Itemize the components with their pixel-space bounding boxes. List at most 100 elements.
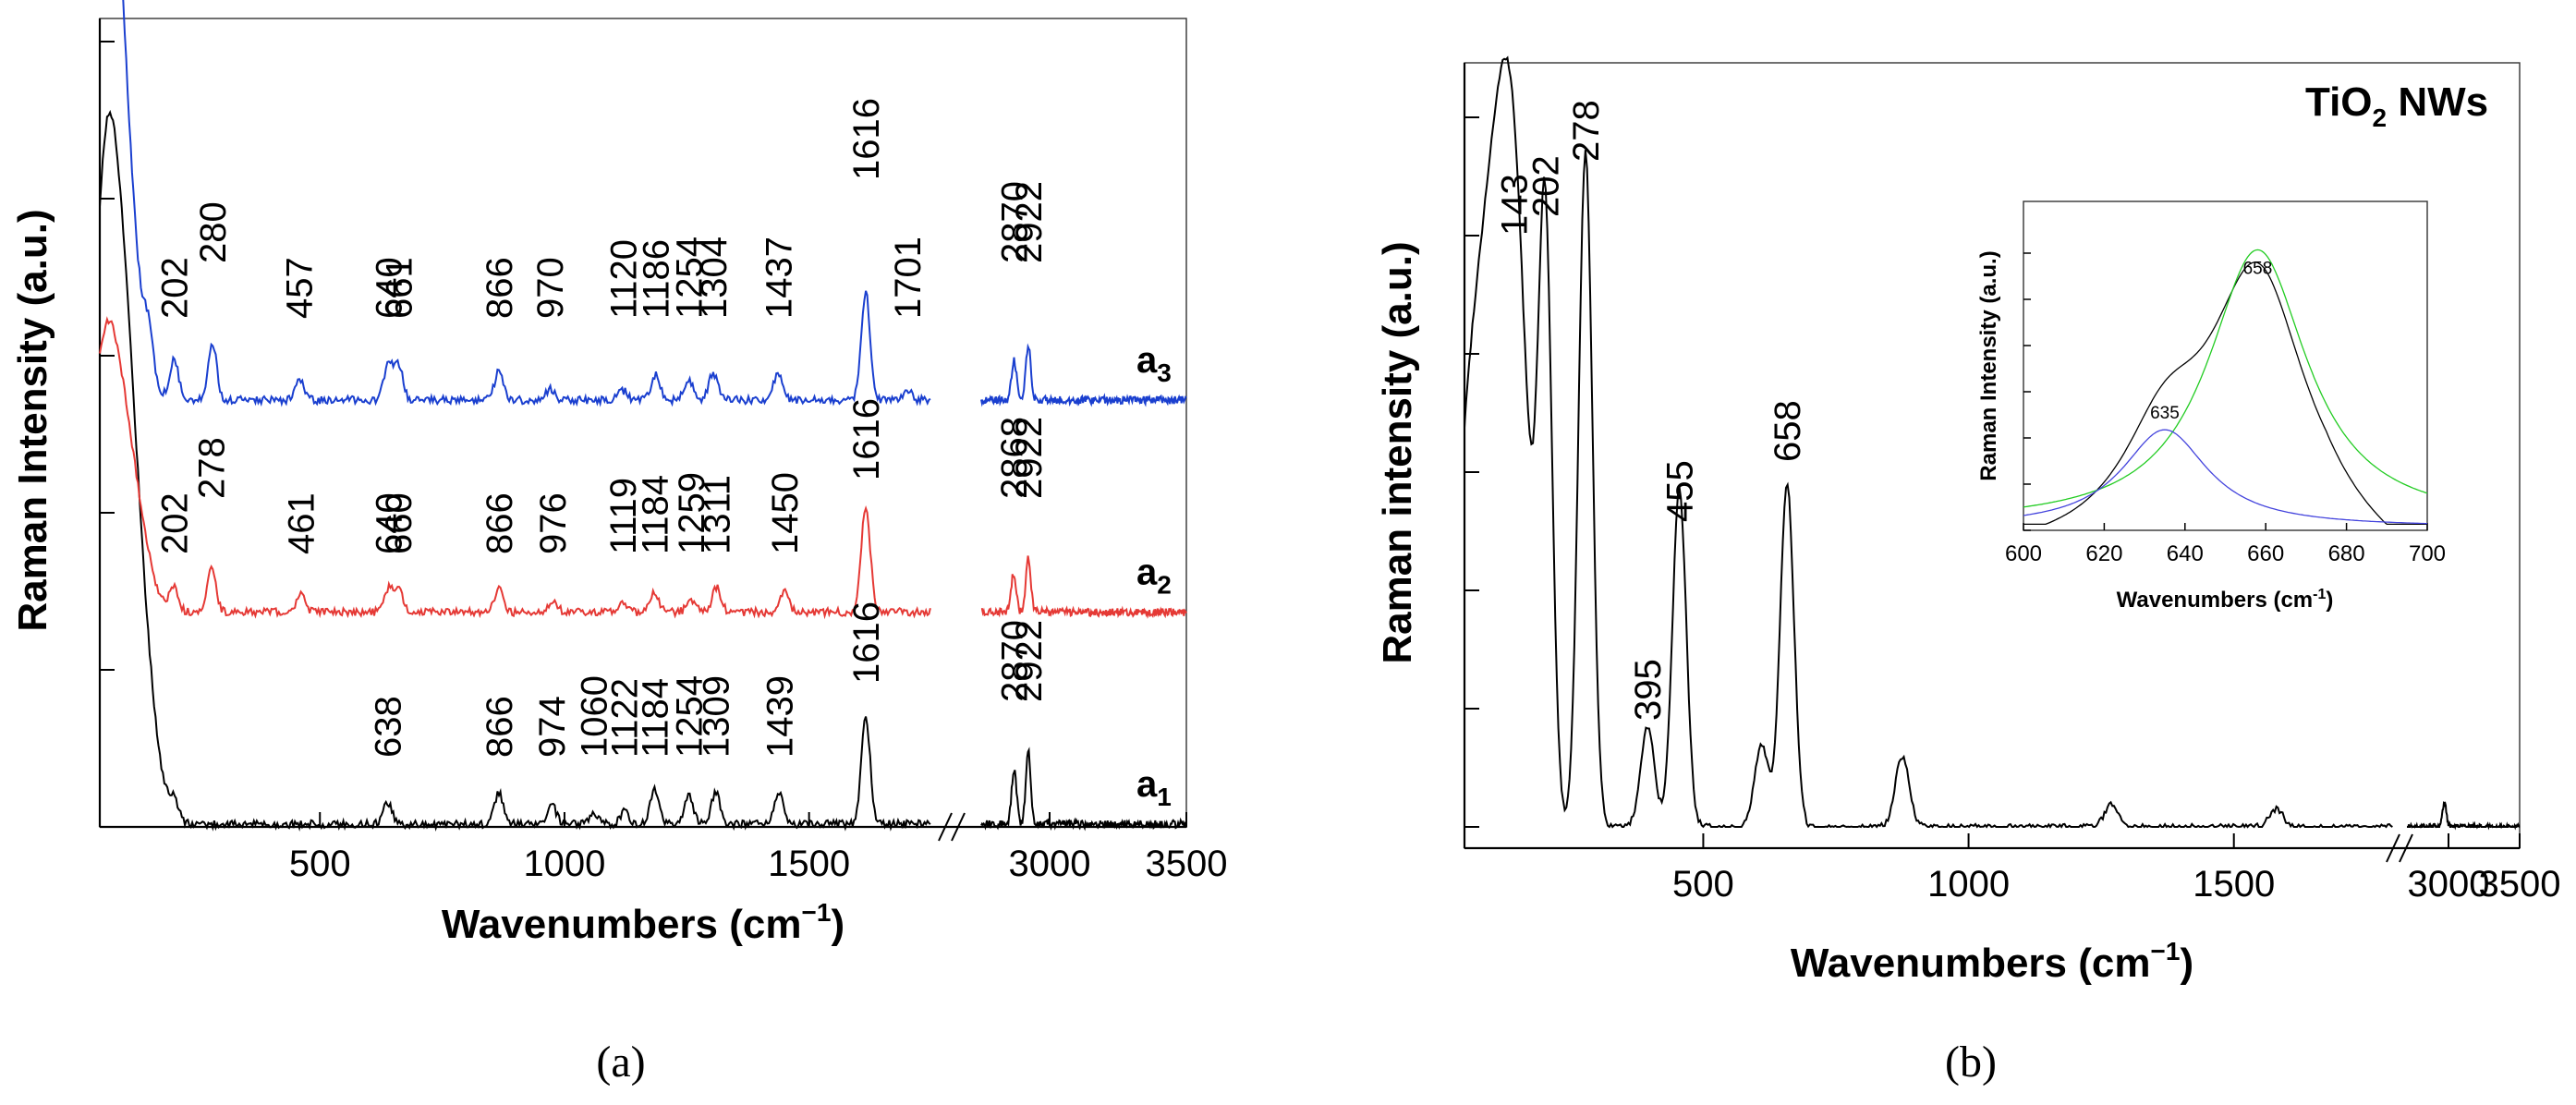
panel-a-peak-label: 1616 — [846, 98, 887, 180]
panel-b-peak-label: 395 — [1628, 659, 1669, 721]
panel-a-peak-label: 1060 — [575, 675, 615, 758]
panel-a-peak-label: 457 — [279, 257, 320, 319]
inset-x-tick-label: 660 — [2247, 541, 2284, 566]
panel-b-x-tick-label: 3000 — [2408, 864, 2490, 905]
panel-a-series-line-a1 — [980, 747, 1187, 832]
panel-a-peak-label: 1254 — [669, 237, 710, 319]
panel-a-peak-label: 866 — [480, 257, 520, 319]
inset-peak-label-658: 658 — [2243, 259, 2273, 278]
panel-a-series-label-a2: a2 — [1136, 552, 1172, 600]
panel-a-series: a1 a2 a3 — [99, 0, 1187, 832]
panel-b-peak-label: 143 — [1494, 174, 1535, 236]
panel-b-xlabel: Wavenumbers (cm−1) — [1791, 937, 2193, 986]
panel-a-peak-label: 1450 — [765, 472, 806, 554]
panel-a-peak-label: 1616 — [846, 398, 887, 480]
panel-a-x-tick-label: 500 — [289, 844, 351, 884]
panel-a-peak-label: 461 — [282, 492, 322, 554]
panel-a-peak-label: 1184 — [635, 678, 675, 758]
panel-a-series-line-a1 — [99, 109, 931, 832]
panel-a-peak-label: 866 — [480, 492, 520, 554]
panel-a-peak-label: 660 — [379, 492, 419, 554]
inset-x-tick-label: 680 — [2328, 541, 2365, 566]
panel-b-axis-break — [2386, 833, 2400, 863]
inset-fit-635-line — [2023, 429, 2427, 525]
panel-a-series-line-a3 — [980, 343, 1187, 407]
panel-b-peak-label: 202 — [1525, 155, 1566, 217]
inset-peak-label-635: 635 — [2150, 404, 2180, 423]
panel-a-peak-label: 2870 — [995, 620, 1036, 702]
panel-a-axis-break — [951, 812, 966, 842]
panel-b-peak-label: 658 — [1768, 400, 1808, 462]
panel-a-peak-label: 1184 — [635, 475, 675, 554]
panel-b-x-tick-label: 3500 — [2479, 864, 2561, 905]
inset-chart: 600 620 640 660 680 700 658 635 Wavenumbers (c… — [1976, 200, 2446, 613]
panel-a-caption: (a) — [596, 1038, 645, 1087]
panel-a-axis-break — [938, 812, 953, 842]
panel-a-series-label-a3: a3 — [1136, 340, 1172, 387]
inset-ylabel: Raman Intensity (a.u.) — [1976, 250, 2001, 480]
panel-a-ticks: 500 1000 1500 3000 3500 — [100, 41, 1228, 884]
panel-a-peak-label: 974 — [532, 696, 573, 758]
panel-a-peak-label: 1311 — [698, 475, 738, 554]
inset-xlabel: Wavenumbers (cm-1) — [2117, 587, 2334, 613]
panel-a-peak-label: 640 — [369, 257, 409, 319]
panel-a-peak-label: 638 — [368, 696, 408, 758]
panel-a-peak-label: 1439 — [759, 675, 800, 758]
panel-a-peak-label: 2870 — [995, 181, 1036, 263]
panel-a-series-label-a1: a1 — [1136, 764, 1172, 811]
panel-a-peak-label: 2868 — [994, 417, 1035, 499]
panel-b-x-tick-label: 1500 — [2193, 864, 2275, 905]
panel-a-peak-label: 970 — [530, 257, 571, 319]
inset-x-tick-label: 640 — [2167, 541, 2204, 566]
panel-b-series — [1464, 55, 2521, 831]
panel-b-ylabel: Raman intensity (a.u.) — [1375, 241, 1420, 663]
panel-a-peak-label: 280 — [193, 201, 234, 263]
panel-a-x-tick-label: 1000 — [523, 844, 605, 884]
panel-b-peak-label: 455 — [1660, 460, 1701, 522]
panel-a-peak-label: 2922 — [1009, 181, 1050, 263]
panel-a-peak-label: 866 — [480, 696, 520, 758]
panel-a-peak-label: 640 — [369, 492, 409, 554]
panel-a-peak-label: 1119 — [603, 478, 644, 554]
panel-a-peak-label: 1120 — [603, 239, 644, 319]
panel-a-x-tick-label: 1500 — [768, 844, 850, 884]
panel-b-x-tick-label: 500 — [1672, 864, 1734, 905]
panel-a-peak-label: 1122 — [605, 678, 646, 758]
panel-a-ylabel: Raman Intensity (a.u.) — [10, 209, 55, 631]
inset-frame — [2023, 200, 2428, 531]
panel-a-chart: 500 1000 1500 3000 3500 a1 a2 a3 638 866 974 1060… — [10, 0, 1227, 1087]
panel-b-series-line — [2407, 801, 2521, 831]
panel-a-peak-label: 976 — [533, 492, 574, 554]
panel-a-peak-label: 1259 — [672, 472, 712, 554]
panel-a-peak-label: 661 — [379, 257, 419, 319]
panel-a-series-line-a2 — [99, 316, 931, 620]
panel-a-series-line-a2 — [980, 555, 1187, 619]
inset-series: 658 635 — [2023, 249, 2428, 526]
inset-x-tick-label: 700 — [2409, 541, 2446, 566]
panel-a-peak-label: 2922 — [1009, 417, 1050, 499]
panel-a-peak-label: 278 — [192, 437, 233, 499]
inset-fit-658-line — [2023, 249, 2428, 508]
panel-a-peak-label: 1309 — [697, 675, 737, 758]
panel-a-peak-label: 1186 — [636, 239, 676, 319]
panel-b-caption: (b) — [1945, 1038, 1997, 1087]
inset-x-tick-label: 600 — [2005, 541, 2042, 566]
panel-a-peak-label: 1701 — [888, 237, 929, 319]
panel-a-peak-label: 2922 — [1009, 620, 1050, 702]
panel-a-x-tick-label: 3500 — [1146, 844, 1228, 884]
panel-a-peak-label: 1437 — [759, 237, 799, 319]
inset-measured-line — [2023, 261, 2427, 526]
panel-a-peak-label: 1616 — [846, 601, 887, 684]
inset-ticks: 600 620 640 660 680 700 — [2005, 252, 2446, 566]
panel-a-peak-label: 202 — [154, 257, 195, 319]
panel-b-series-line — [1464, 55, 2393, 829]
panel-b-peak-label: 278 — [1566, 100, 1607, 162]
panel-a-xlabel: Wavenumbers (cm−1) — [442, 898, 844, 947]
panel-b-title: TiO2 NWs — [2305, 79, 2488, 132]
inset-x-tick-label: 620 — [2085, 541, 2122, 566]
